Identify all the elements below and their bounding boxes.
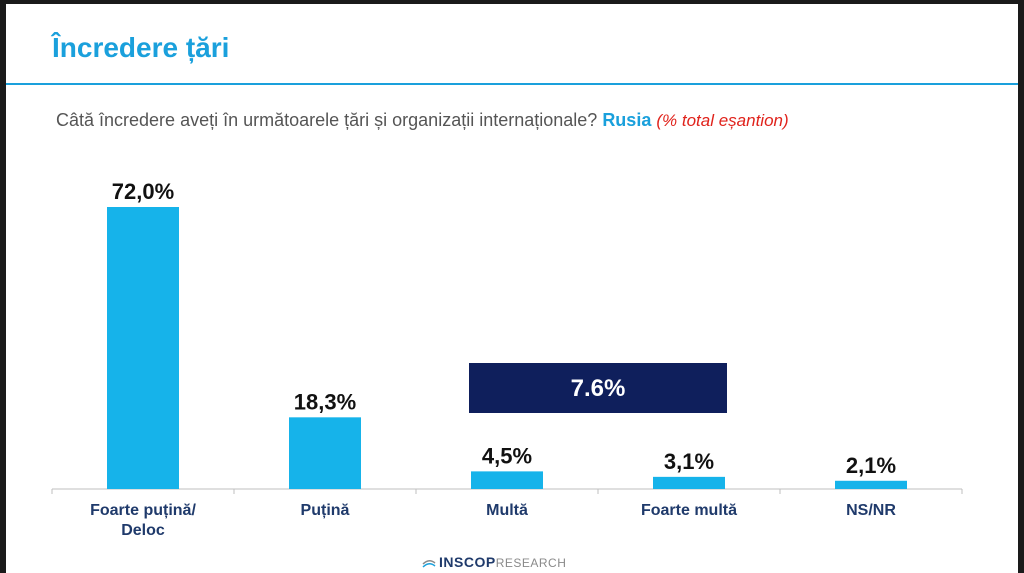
- question-country: Rusia: [602, 110, 652, 130]
- category-label: NS/NR: [846, 502, 896, 519]
- category-label-line: NS/NR: [846, 502, 896, 519]
- bar-value-label: 72,0%: [112, 179, 174, 204]
- question-text: Câtă încredere aveți în următoarele țări…: [56, 110, 789, 131]
- bar-value-label: 18,3%: [294, 389, 356, 414]
- bar-chart: 72,0% Foarte puțină/Deloc 18,3% Puțină 4,5% M…: [51, 179, 963, 539]
- bar-value-label: 4,5%: [482, 443, 532, 468]
- category-label-line: Deloc: [121, 522, 165, 539]
- bar-value-label: 3,1%: [664, 449, 714, 474]
- bar: [289, 417, 361, 489]
- question-body: Câtă încredere aveți în următoarele țări…: [56, 110, 598, 130]
- bar: [835, 480, 907, 489]
- logo-mark-icon: [422, 560, 436, 568]
- category-label-line: Foarte puțină/: [90, 502, 196, 519]
- category-label: Multă: [486, 502, 528, 519]
- logo-light-text: RESEARCH: [495, 556, 567, 570]
- page-title: Încredere țări: [52, 32, 230, 63]
- inscop-logo: INSCOPRESEARCH: [422, 554, 566, 570]
- category-label: Puțină: [301, 502, 350, 519]
- category-label-line: Puțină: [301, 502, 350, 519]
- category-label-line: Foarte multă: [641, 502, 737, 519]
- question-sample-note: (% total eșantion): [656, 111, 789, 130]
- title-divider: [6, 83, 1018, 85]
- category-label: Foarte puțină/Deloc: [90, 502, 196, 539]
- bar: [471, 471, 543, 489]
- logo-strong-text: INSCOP: [439, 554, 496, 570]
- slide: Încredere țări Câtă încredere aveți în u…: [6, 4, 1018, 573]
- bar-value-label: 2,1%: [846, 453, 896, 478]
- bar: [107, 207, 179, 489]
- category-label: Foarte multă: [641, 502, 737, 519]
- aggregate-box: [469, 363, 727, 413]
- aggregate-label: 7.6%: [571, 375, 626, 402]
- category-label-line: Multă: [486, 502, 528, 519]
- bar: [653, 476, 725, 489]
